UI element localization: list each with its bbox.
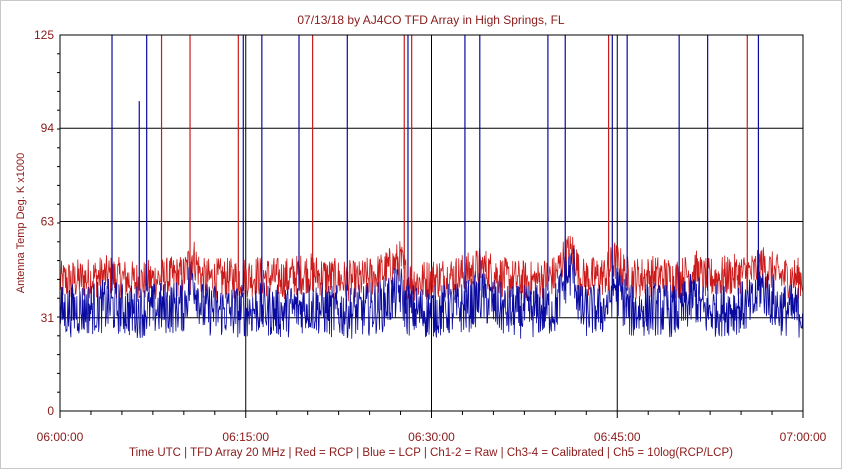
chart-title: 07/13/18 by AJ4CO TFD Array in High Spri… [297,13,565,27]
x-axis-label: Time UTC | TFD Array 20 MHz | Red = RCP … [129,447,733,459]
y-tick-label: 0 [47,404,54,418]
plot-border [59,34,804,412]
y-tick-label: 31 [41,311,55,325]
x-tick-label: 07:00:00 [780,430,827,444]
x-tick-label: 06:45:00 [594,430,641,444]
y-axis-label: Antenna Temp Deg. K x1000 [15,153,27,293]
x-tick-label: 06:15:00 [222,430,269,444]
x-tick-label: 06:00:00 [37,430,84,444]
x-tick-label: 06:30:00 [408,430,455,444]
y-tick-label: 125 [34,28,54,42]
spike-lines [111,35,760,291]
y-tick-label: 94 [41,121,55,135]
axes [57,34,804,418]
y-tick-label: 63 [41,214,55,228]
